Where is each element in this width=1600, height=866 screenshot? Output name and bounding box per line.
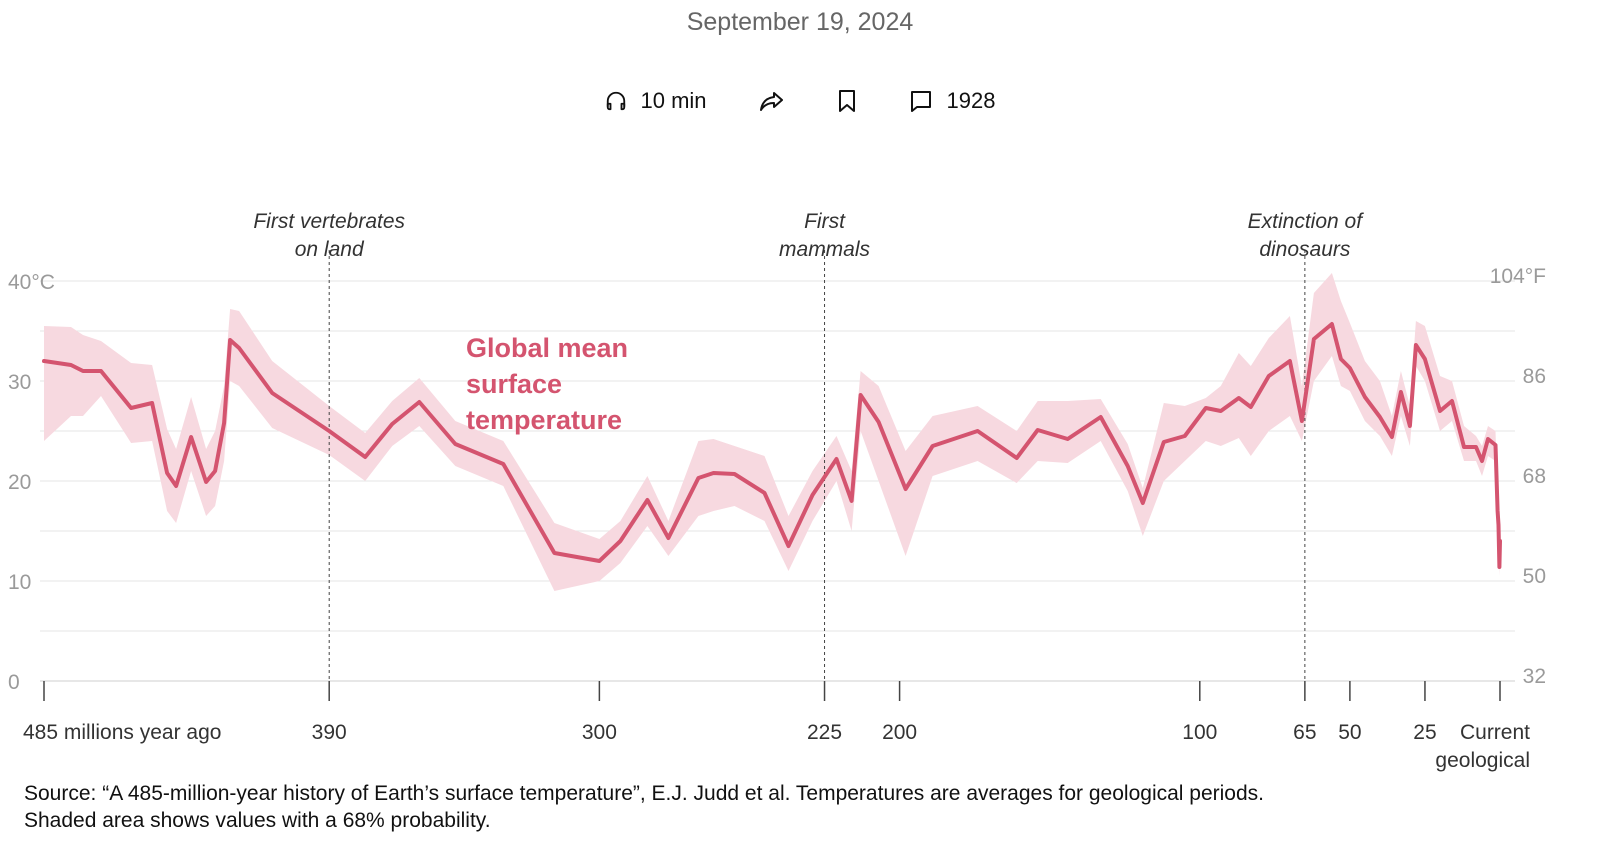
listen-button[interactable]: 10 min bbox=[605, 88, 707, 114]
temperature-line-path bbox=[42, 322, 1502, 569]
x-tick-label: 200 bbox=[882, 721, 917, 744]
y-left-tick-label: 10 bbox=[8, 571, 31, 594]
x-tick-label: 65 bbox=[1293, 721, 1316, 744]
source-note: Source: “A 485-million-year history of E… bbox=[24, 782, 1264, 832]
event-annotation-label: dinosaurs bbox=[1259, 238, 1351, 261]
bookmark-icon bbox=[837, 89, 857, 113]
headphones-icon bbox=[605, 90, 627, 112]
event-annotations: First vertebrates on land First mammals Exti… bbox=[253, 210, 1364, 261]
event-annotation-label: First bbox=[804, 210, 846, 233]
x-axis: 485 millions year ago 390 300 225 200 100 65 50… bbox=[23, 681, 1530, 780]
y-right-tick-label: 104°F bbox=[1490, 265, 1546, 288]
y-right-tick-label: 50 bbox=[1523, 565, 1546, 588]
series-label: Global mean surface temperature bbox=[466, 333, 628, 435]
comment-icon bbox=[909, 89, 933, 113]
y-left-tick-label: 40°C bbox=[8, 271, 55, 294]
series-label-line: Global mean bbox=[466, 333, 628, 363]
y-right-tick-label: 32 bbox=[1523, 665, 1546, 688]
y-left-tick-label: 0 bbox=[8, 671, 20, 694]
confidence-band bbox=[44, 273, 1500, 591]
y-left-tick-label: 20 bbox=[8, 471, 31, 494]
x-tick-label: 25 bbox=[1413, 721, 1436, 744]
y-axis-right: 32 50 68 86 104°F bbox=[1490, 265, 1546, 688]
event-annotation-label: Extinction of bbox=[1248, 210, 1365, 233]
comment-count: 1928 bbox=[946, 88, 996, 113]
x-tick-label: 225 bbox=[807, 721, 842, 744]
y-right-tick-label: 68 bbox=[1523, 465, 1546, 488]
y-axis-left: 0 10 20 30 40°C bbox=[8, 271, 55, 694]
confidence-band-area bbox=[44, 273, 1500, 591]
series-label-line: temperature bbox=[466, 405, 622, 435]
temperature-chart: 0 10 20 30 40°C 32 50 68 86 104°F 485 millions y… bbox=[8, 210, 1546, 780]
share-icon bbox=[759, 89, 785, 113]
x-tick-label: 50 bbox=[1338, 721, 1361, 744]
x-tick-label: 300 bbox=[582, 721, 617, 744]
x-tick-label: 100 bbox=[1182, 721, 1217, 744]
x-tick-label: geological bbox=[1435, 749, 1530, 772]
listen-time: 10 min bbox=[640, 88, 707, 113]
x-tick-label: Current bbox=[1460, 721, 1530, 744]
x-tick-label: stage bbox=[1479, 777, 1530, 780]
x-tick-label: 390 bbox=[312, 721, 347, 744]
article-toolbar: 10 min 1928 bbox=[0, 88, 1600, 114]
share-button[interactable] bbox=[759, 89, 785, 113]
temperature-line bbox=[42, 322, 1502, 569]
bookmark-button[interactable] bbox=[837, 89, 857, 113]
series-label-line: surface bbox=[466, 369, 562, 399]
event-annotation-label: on land bbox=[295, 238, 365, 261]
event-annotation-label: First vertebrates bbox=[253, 210, 405, 233]
publish-date: September 19, 2024 bbox=[686, 8, 914, 36]
comments-button[interactable]: 1928 bbox=[909, 88, 996, 114]
y-right-tick-label: 86 bbox=[1523, 365, 1546, 388]
y-left-tick-label: 30 bbox=[8, 371, 31, 394]
x-tick-label: 485 millions year ago bbox=[23, 721, 221, 744]
event-annotation-label: mammals bbox=[779, 238, 871, 261]
